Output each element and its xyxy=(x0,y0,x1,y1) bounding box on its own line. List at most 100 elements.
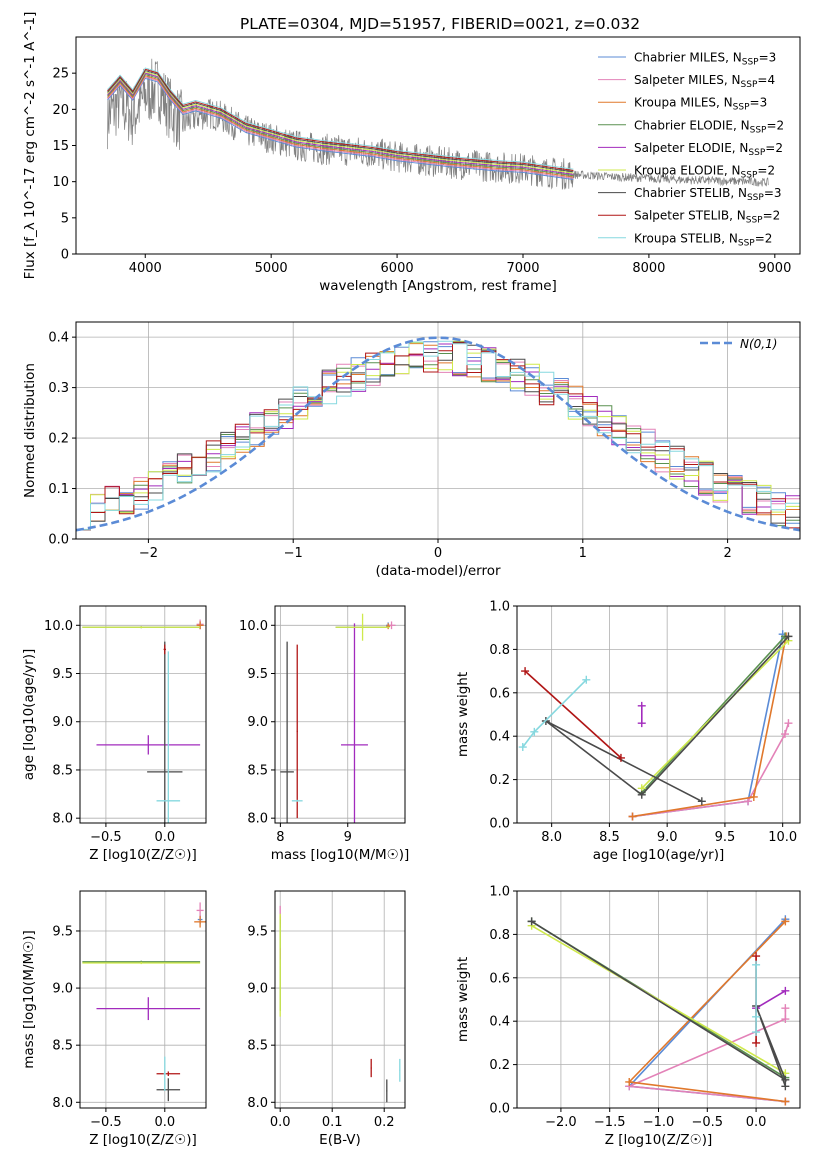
legend-value: =2 xyxy=(765,141,783,155)
plus-marker xyxy=(530,727,539,736)
y-tick-label: 0.4 xyxy=(489,730,510,745)
plus-marker xyxy=(781,1082,790,1091)
x-axis-label: wavelength [Angstrom, rest frame] xyxy=(319,278,557,294)
legend-entry: Kroupa ELODIE, NSSP=2 xyxy=(634,164,775,181)
plus-marker xyxy=(752,1038,761,1047)
mass-vs-metallicity-panel: −0.5 0.0 8.0 8.5 9.0 9.5 Z [log10(Z/Z☉)] mass [… xyxy=(21,890,207,1148)
legend-entry: Chabrier MILES, NSSP=3 xyxy=(634,51,776,68)
x-axis-label: Z [log10(Z/Z☉)] xyxy=(605,1132,713,1148)
legend: Chabrier MILES, NSSP=3 Salpeter MILES, NS… xyxy=(598,51,784,248)
plot-area xyxy=(527,915,790,1106)
y-tick-label: 0.8 xyxy=(489,928,510,943)
legend-value: =2 xyxy=(757,164,775,178)
axes-frame xyxy=(75,36,801,255)
legend-value: =2 xyxy=(755,231,773,245)
x-tick-label: 6000 xyxy=(381,261,414,276)
model-spectrum xyxy=(107,68,574,171)
y-tick-label: 0.3 xyxy=(48,381,69,396)
y-tick-label: 0.0 xyxy=(48,533,69,548)
y-tick-label: 0.4 xyxy=(489,1015,510,1030)
plus-marker xyxy=(637,790,646,799)
plus-marker xyxy=(781,917,790,926)
y-tick-label: 20 xyxy=(52,103,69,118)
plot-area xyxy=(279,905,401,1103)
legend-entry: Chabrier ELODIE, NSSP=2 xyxy=(634,118,784,135)
mass-weight-series xyxy=(628,1008,787,1103)
plus-marker xyxy=(637,701,646,710)
plus-marker xyxy=(628,812,637,821)
plus-marker xyxy=(781,986,790,995)
legend-subscript: SSP xyxy=(746,216,763,226)
y-tick-label: 0.2 xyxy=(489,1058,510,1073)
x-axis-label: Z [log10(Z/Z☉)] xyxy=(89,1132,197,1148)
legend-value: =2 xyxy=(766,118,784,132)
x-tick-label: 9.0 xyxy=(657,830,678,845)
model-spectrum xyxy=(107,77,574,181)
x-axis-label: E(B-V) xyxy=(319,1132,361,1148)
y-tick-label: 0.0 xyxy=(489,817,510,832)
mass-weight-series xyxy=(531,920,788,1087)
y-tick-label: 0.6 xyxy=(489,686,510,701)
legend-entry: Chabrier STELIB, NSSP=3 xyxy=(634,186,782,203)
y-tick-label: 8.5 xyxy=(52,763,73,778)
y-tick-label: 10.0 xyxy=(44,619,73,634)
x-tick-label: 0.0 xyxy=(270,1115,291,1130)
x-tick-label: 0.0 xyxy=(154,1115,175,1130)
plus-marker xyxy=(616,753,625,762)
mass-weight-series xyxy=(524,670,622,759)
y-tick-label: 8.0 xyxy=(52,1096,73,1111)
x-tick-label: 4000 xyxy=(129,261,162,276)
legend-subscript: SSP xyxy=(750,125,767,135)
x-tick-label: −1.5 xyxy=(594,1115,626,1130)
plus-marker xyxy=(752,960,761,969)
legend-subscript: SSP xyxy=(748,148,765,158)
plot-area xyxy=(518,630,793,821)
plus-marker xyxy=(637,719,646,728)
legend-entry: N(0,1) xyxy=(740,337,777,351)
x-axis-label: (data-model)/error xyxy=(375,563,501,579)
age-vs-mass-panel: 8 9 8.0 8.5 9.0 9.5 10.0 mass [log10(M/M☉)] xyxy=(239,605,409,863)
plus-marker xyxy=(582,675,591,684)
legend-subscript: SSP xyxy=(747,193,764,203)
age-vs-metallicity-panel: −0.5 0.0 8.0 8.5 9.0 9.5 10.0 Z [log10(Z/Z☉)] ag… xyxy=(21,605,207,863)
plot-area xyxy=(76,336,800,532)
x-tick-label: 8.0 xyxy=(541,830,562,845)
y-axis-label: mass [log10(M/M☉)] xyxy=(21,930,37,1069)
mass-weight-vs-age-panel: 8.0 8.5 9.0 9.5 10.0 0.0 0.2 0.4 0.6 0.8 1.0 age [l… xyxy=(455,600,801,863)
y-axis-label: age [log10(age/yr)] xyxy=(21,649,37,781)
y-tick-label: 10.0 xyxy=(239,619,268,634)
y-tick-label: 0.1 xyxy=(48,482,69,497)
axes-frame xyxy=(516,605,801,824)
plus-marker xyxy=(784,719,793,728)
x-tick-label: 10.0 xyxy=(768,830,797,845)
x-tick-label: 0.2 xyxy=(374,1115,395,1130)
legend-subscript: SSP xyxy=(733,103,750,113)
plot-area xyxy=(82,619,204,823)
plus-marker xyxy=(625,1077,634,1086)
y-tick-label: 9.0 xyxy=(247,715,268,730)
y-tick-label: 9.5 xyxy=(247,667,268,682)
model-spectrum xyxy=(107,73,574,177)
mass-weight-series xyxy=(632,634,784,818)
legend-entry: Kroupa STELIB, NSSP=2 xyxy=(634,231,772,248)
figure-title: PLATE=0304, MJD=51957, FIBERID=0021, z=0… xyxy=(240,15,640,33)
x-tick-label: 2 xyxy=(723,546,731,561)
legend-value: =3 xyxy=(759,51,777,65)
plus-marker xyxy=(780,730,789,739)
axes-frame xyxy=(516,890,801,1109)
y-tick-label: 9.5 xyxy=(52,924,73,939)
model-spectrum xyxy=(107,72,574,175)
plot-area xyxy=(107,58,769,191)
axes-frame xyxy=(75,321,801,540)
x-tick-label: 9 xyxy=(344,830,352,845)
plus-marker xyxy=(752,1028,761,1037)
plus-marker xyxy=(749,792,758,801)
model-spectrum xyxy=(107,76,574,179)
y-tick-label: 9.0 xyxy=(247,982,268,997)
y-tick-label: 9.0 xyxy=(52,982,73,997)
x-tick-label: 7000 xyxy=(506,261,539,276)
legend-value: =4 xyxy=(757,73,775,87)
y-axis-label: mass weight xyxy=(455,957,471,1042)
mass-weight-series xyxy=(545,635,789,803)
